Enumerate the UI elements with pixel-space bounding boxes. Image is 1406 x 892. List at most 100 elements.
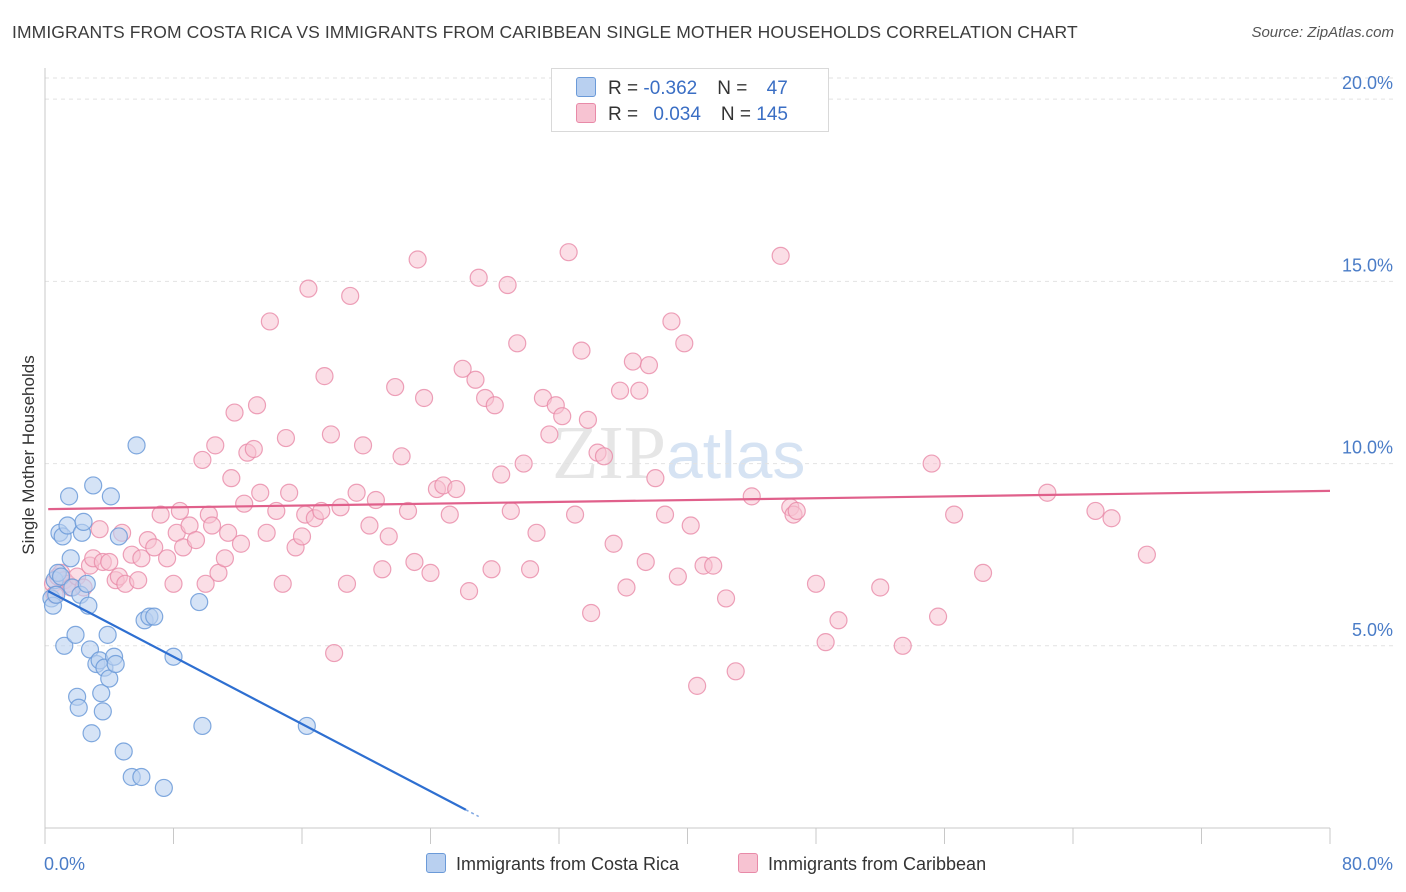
caribbean-point [928,607,948,626]
caribbean-point [514,454,533,473]
caribbean-point [704,556,723,575]
caribbean-point [132,549,151,568]
caribbean-point [276,428,296,448]
caribbean-point [145,538,164,557]
y-axis-title: Single Mother Households [19,355,38,554]
caribbean-point [688,676,707,695]
legend-n-value: 145 [756,104,788,125]
axes [44,68,1331,844]
caribbean-point [337,574,357,593]
bottom-legend-caribbean: Immigrants from Caribbean [738,853,986,875]
caribbean-point [325,643,344,663]
caribbean-point [129,571,148,590]
caribbean-point [244,439,263,459]
caribbean-point [553,407,572,426]
chart-title: IMMIGRANTS FROM COSTA RICA VS IMMIGRANTS… [12,22,1078,42]
costa-rica-point [61,549,80,568]
caribbean-point [726,662,745,681]
x-tick-label: 80.0% [1342,854,1393,874]
caribbean-point [639,356,659,375]
caribbean-point [572,341,591,360]
caribbean-point [251,483,270,502]
caribbean-point [206,436,225,455]
caribbean-point [662,312,681,331]
costa-rica-point [114,742,133,761]
caribbean-point [360,516,379,535]
trend-lines [47,489,1331,818]
caribbean-point [681,516,700,535]
caribbean-point [1137,545,1156,564]
caribbean-point [398,501,418,521]
costa-rica-point [66,625,85,644]
caribbean-point [225,403,244,422]
caribbean-point [559,243,578,262]
caribbean-point [459,582,479,601]
costa-rica-point [55,636,74,655]
costa-rica-trend-line [47,590,467,811]
costa-rica-point [92,684,111,703]
caribbean-point [440,505,459,524]
caribbean-point [315,367,334,386]
x-tick-label: 0.0% [44,854,85,874]
caribbean-point [565,505,585,524]
costa-rica-point [98,625,117,644]
costa-rica-points [42,436,316,798]
caribbean-point [312,501,331,521]
correlation-legend: R = -0.362 N = 47 R = 0.034 N = 145 [551,68,829,132]
caribbean-point [447,479,466,499]
caribbean-point [922,454,941,473]
caribbean-point [90,520,109,539]
caribbean-point [366,490,385,510]
costa-rica-point [154,778,173,798]
legend-n-value: 47 [766,78,788,99]
costa-rica-point [109,527,128,546]
costa-rica-point [77,574,96,593]
caribbean-point [421,563,440,583]
caribbean-point [299,279,318,298]
caribbean-point [520,560,540,579]
costa-rica-point [74,512,93,531]
y-tick-label: 20.0% [1342,73,1393,93]
costa-rica-point [193,716,212,736]
legend-n-label: N = [717,78,753,99]
bottom-legend-label-caribbean: Immigrants from Caribbean [768,854,987,874]
caribbean-point [469,268,488,287]
caribbean-point [453,359,472,378]
bottom-legend-costa-rica: Immigrants from Costa Rica [426,853,679,875]
caribbean-point [787,501,806,521]
bottom-legend-label-costa-rica: Immigrants from Costa Rica [456,854,680,874]
caribbean-point [617,578,636,597]
costa-rica-point [84,476,103,495]
caribbean-point [164,574,183,593]
caribbean-point [816,633,835,652]
caribbean-point [273,574,292,593]
costa-rica-point [59,487,79,506]
caribbean-point [829,611,848,630]
caribbean-point [257,523,276,542]
costa-rica-point [82,724,101,743]
caribbean-point [157,549,177,568]
caribbean-point [485,396,504,415]
caribbean-point [501,501,520,521]
caribbean-point [235,494,254,513]
caribbean-point [610,381,630,400]
caribbean-point [196,574,215,593]
caribbean-point [215,549,234,568]
source-label: Source: ZipAtlas.com [1251,24,1394,41]
caribbean-point [219,523,238,542]
caribbean-point [508,334,527,353]
caribbean-point [260,312,279,331]
costa-rica-point [190,592,209,612]
bottom-legend-swatch-costa-rica [426,853,446,873]
caribbean-point [675,334,694,353]
caribbean-point [341,286,360,306]
caribbean-point [405,552,424,572]
legend-row-costa-rica: R = -0.362 N = 47 [576,77,788,101]
caribbean-point [280,483,299,502]
caribbean-point [527,523,546,542]
y-tick-label: 15.0% [1342,255,1393,275]
caribbean-point [466,370,485,389]
costa-rica-point [132,767,151,787]
legend-r-label: R = [608,78,644,99]
caribbean-point [623,352,642,371]
